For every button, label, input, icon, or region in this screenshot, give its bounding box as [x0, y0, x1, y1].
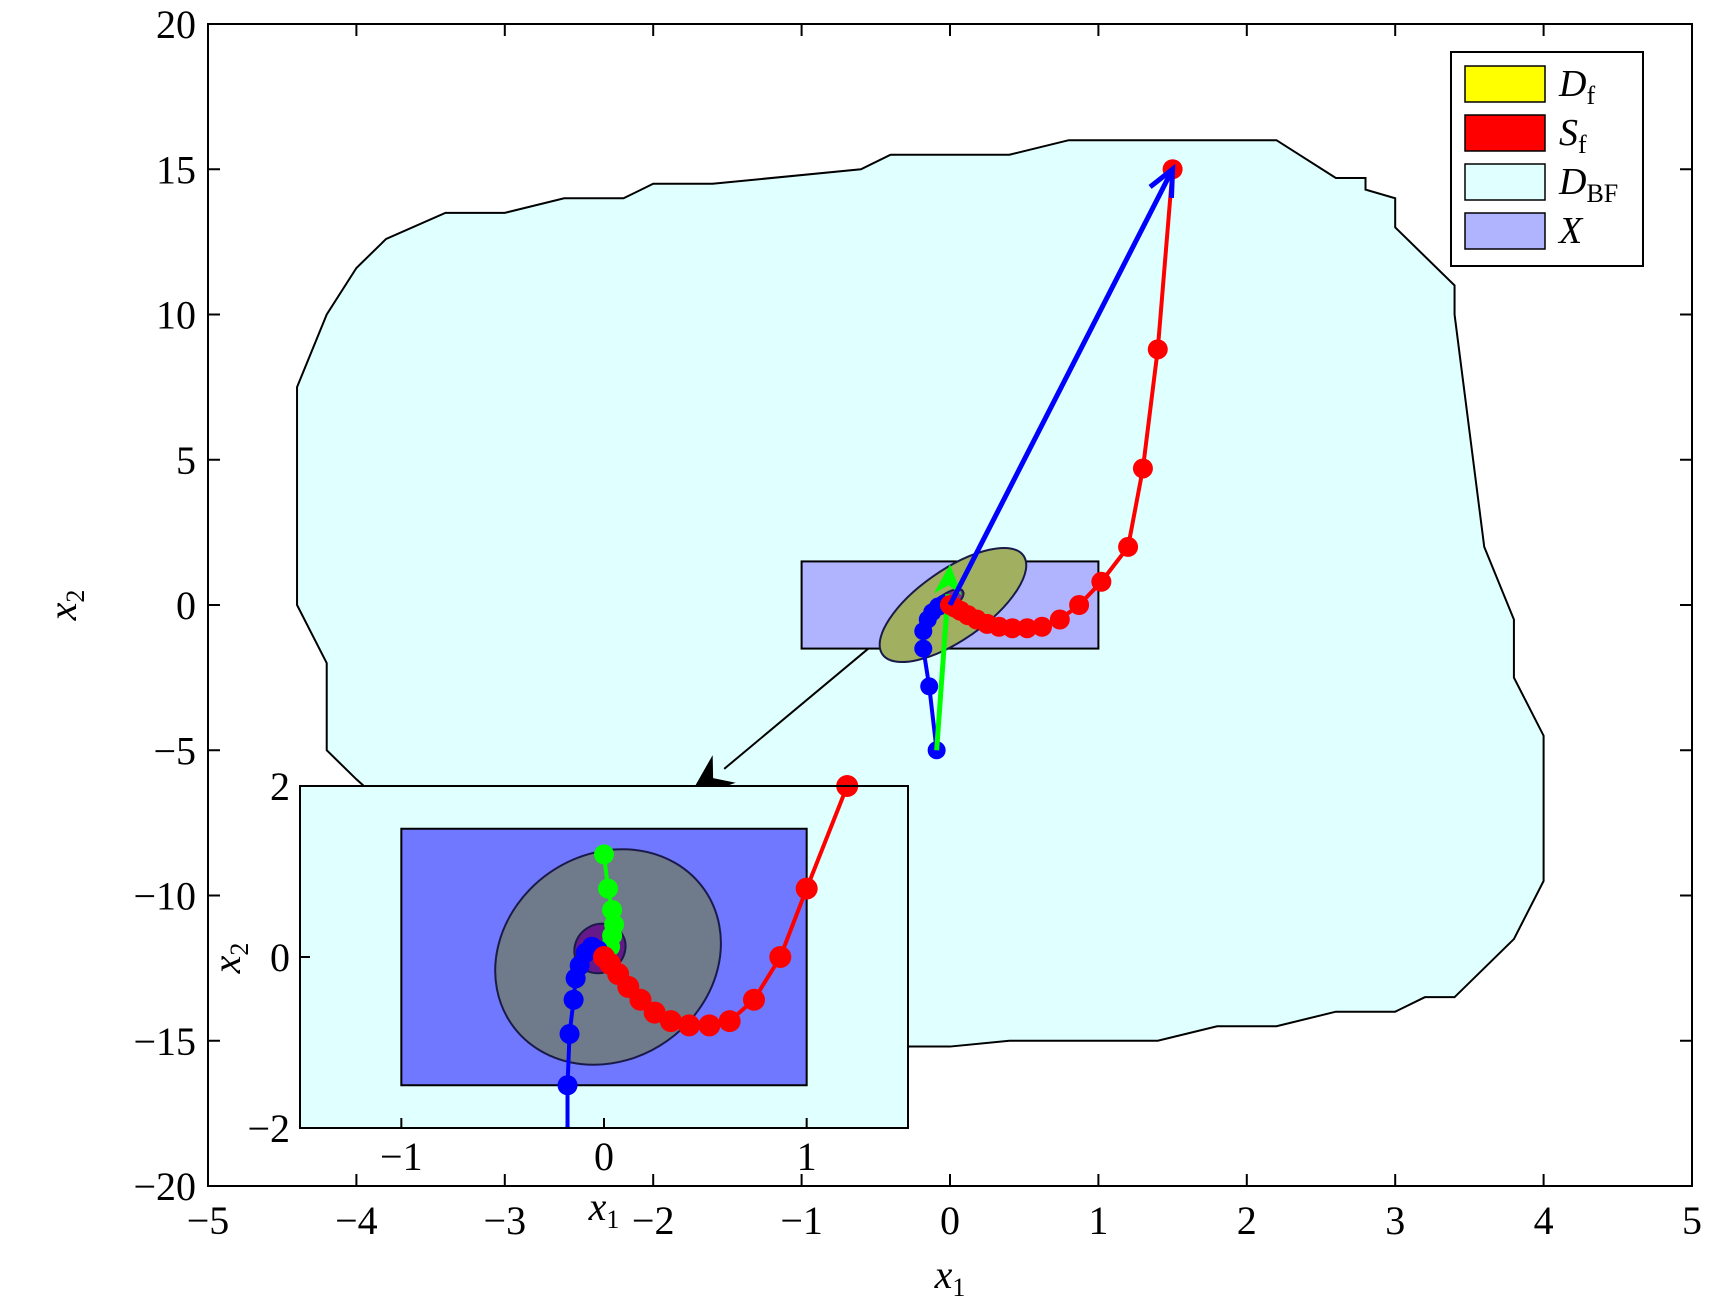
arrow-green-shaft [934, 594, 951, 751]
inset-y-tick-label: 0 [270, 935, 290, 980]
traj-red-point [1017, 618, 1038, 639]
y-tick-label: 20 [156, 2, 196, 47]
legend-swatch [1464, 163, 1546, 201]
y-tick-label: 10 [156, 293, 196, 338]
traj-blue-point [914, 639, 933, 658]
traj-blue-point [920, 677, 939, 696]
inset-x-tick-label: −1 [380, 1134, 423, 1179]
inset-traj-red-point [643, 1001, 666, 1024]
y-tick-label: 5 [176, 438, 196, 483]
arrow-blue-head [1148, 163, 1176, 198]
arrow-green-head [933, 564, 962, 596]
connector-arrow-shaft [723, 647, 870, 770]
y-axis-label-main: x [40, 602, 85, 621]
legend-swatch [1464, 65, 1546, 103]
traj-red-point [1032, 616, 1053, 637]
inset-traj-red-point [769, 946, 792, 968]
legend-label-main: X [1557, 210, 1584, 252]
x-tick-label: 1 [1088, 1198, 1108, 1243]
traj-red-point [1118, 536, 1139, 557]
x-tick-label: 4 [1534, 1198, 1554, 1243]
y-tick-label: −20 [133, 1164, 196, 1209]
x-tick-label: −5 [187, 1198, 230, 1243]
x-tick-label: −1 [780, 1198, 823, 1243]
y-axis-label-sub: 2 [61, 590, 90, 603]
arrow-blue-shaft [947, 168, 1175, 607]
legend-label: DBF [1558, 161, 1618, 208]
legend-label-main: S [1559, 112, 1578, 154]
inset-y-tick-label: 2 [270, 764, 290, 809]
x-tick-label: 5 [1682, 1198, 1702, 1243]
y-axis-label: x2 [40, 590, 90, 622]
legend-swatch [1464, 114, 1546, 152]
inset-traj-red-point [593, 946, 615, 968]
x-axis-label: x1 [934, 1252, 966, 1302]
legend-swatch [1464, 212, 1546, 250]
inset-y-axis-label-main: x [204, 955, 249, 974]
y-tick-label: −5 [153, 728, 196, 773]
x-tick-label: 0 [940, 1198, 960, 1243]
traj-red-point [1132, 458, 1153, 479]
y-tick-label: −15 [133, 1019, 196, 1064]
inset-y-axis-label-sub: 2 [225, 943, 254, 956]
inset-y-tick-label: −2 [247, 1106, 290, 1151]
inset-traj-red-point [678, 1014, 701, 1037]
inset-x-tick-label: 0 [594, 1134, 614, 1179]
inset-traj-red-point [718, 1010, 741, 1033]
legend-label-main: D [1558, 161, 1586, 203]
y-tick-label: 15 [156, 147, 196, 192]
x-tick-label: −4 [335, 1198, 378, 1243]
y-tick-label: 0 [176, 583, 196, 628]
traj-red-point [1147, 339, 1168, 360]
inset-y-axis-label: x2 [204, 943, 254, 975]
x-axis-label-sub: 1 [952, 1273, 965, 1302]
inset-x-axis-label: x1 [588, 1184, 620, 1234]
inset-traj-red-point [698, 1014, 721, 1037]
inset-traj-green-point [598, 878, 619, 899]
traj-red-point [1069, 595, 1090, 615]
inset-traj-green-point [594, 844, 614, 865]
legend-label: X [1557, 210, 1584, 252]
inset-x-axis-label-main: x [588, 1184, 607, 1229]
legend-label-main: D [1558, 63, 1586, 105]
x-tick-label: −3 [484, 1198, 527, 1243]
legend-label: Sf [1559, 112, 1587, 159]
x-tick-label: 2 [1237, 1198, 1257, 1243]
traj-red-point [1091, 571, 1112, 592]
x-tick-label: 3 [1385, 1198, 1405, 1243]
x-axis-label-main: x [934, 1252, 953, 1297]
y-tick-label: −10 [133, 874, 196, 919]
legend-label-sub: f [1586, 81, 1595, 110]
x-tick-label: −2 [632, 1198, 675, 1243]
legend-label-sub: BF [1586, 179, 1618, 208]
inset-traj-red-point [742, 988, 765, 1011]
inset-traj-blue-point [557, 1075, 578, 1096]
legend-label: Df [1558, 63, 1595, 110]
inset-traj-blue-point [563, 989, 584, 1010]
inset-traj-red-point [795, 877, 818, 900]
inset-traj-blue-point [559, 1023, 580, 1044]
legend-label-sub: f [1578, 130, 1587, 159]
traj-red-point [1049, 609, 1070, 630]
inset-x-axis-label-sub: 1 [606, 1205, 619, 1234]
inset-traj-red-point [659, 1010, 682, 1033]
inset-x-tick-label: 1 [797, 1134, 817, 1179]
